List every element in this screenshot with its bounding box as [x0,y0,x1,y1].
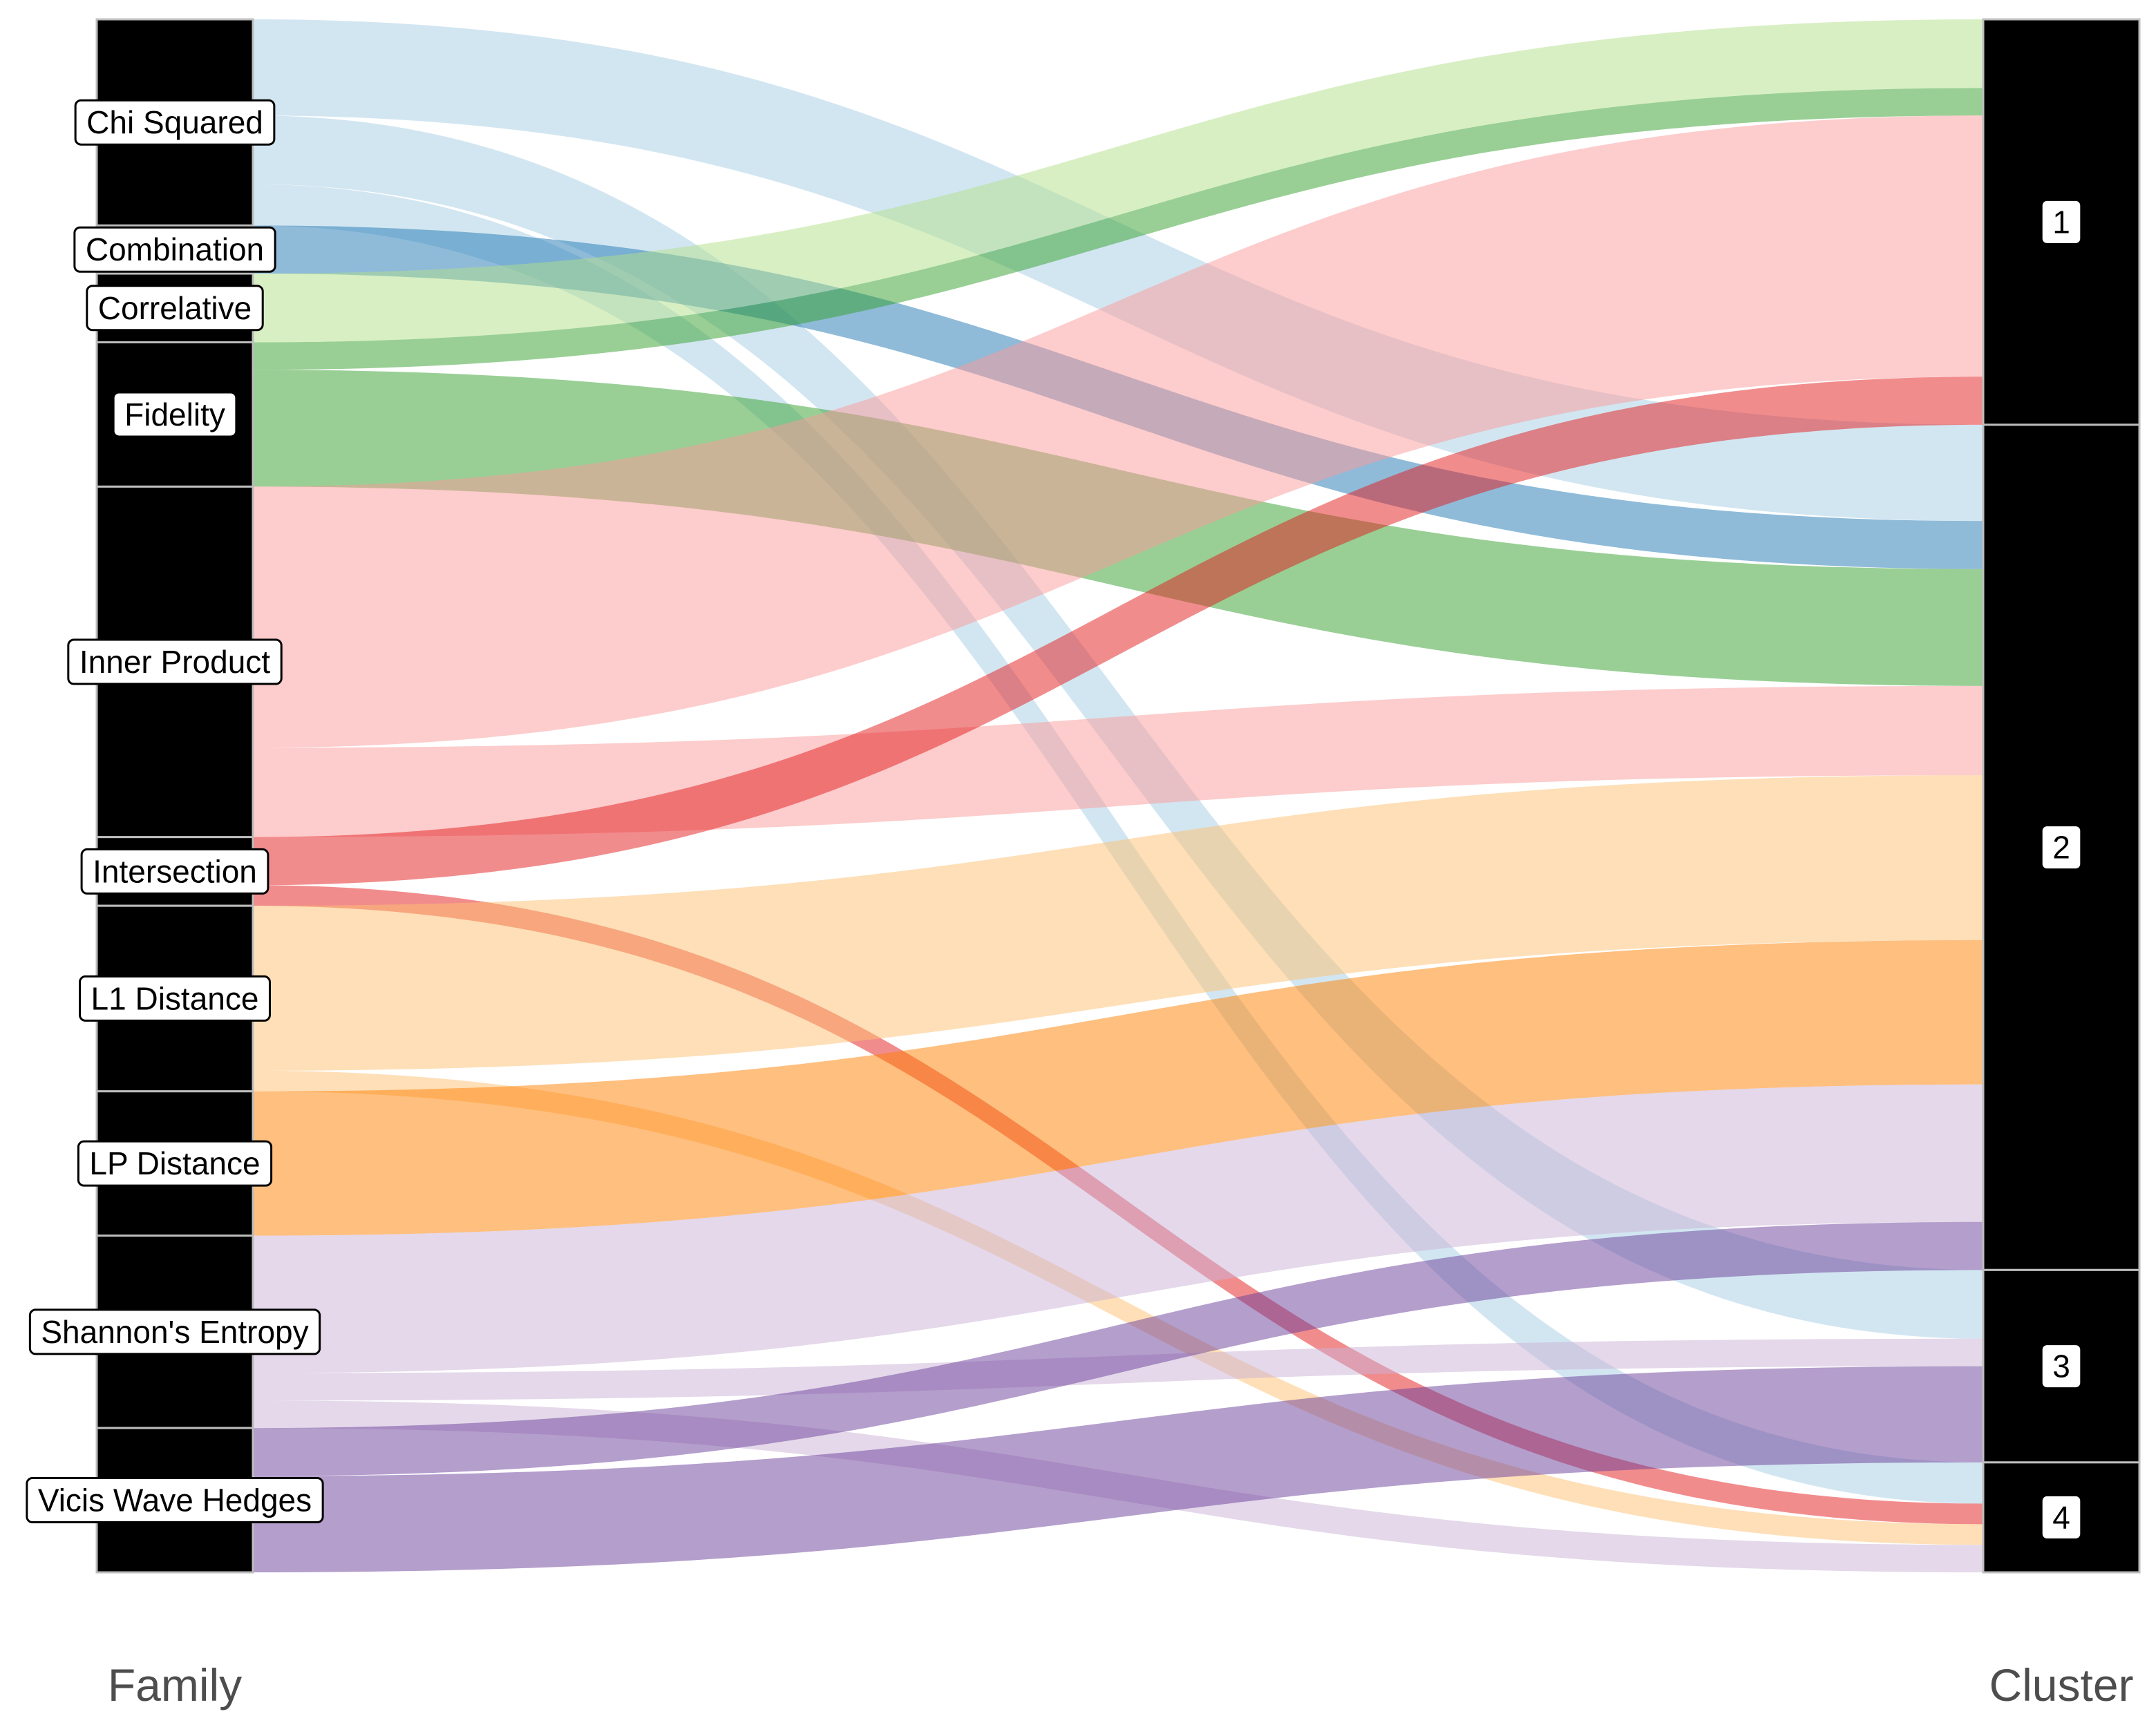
family-label-chi-squared-box [74,99,276,146]
flow-l1-distance-to-cluster-2 [253,775,1983,1071]
cluster-label-2: 2 [2040,824,2083,871]
cluster-label-1-text: 1 [2052,204,2070,240]
family-label-inner-product: Inner Product [67,638,283,685]
flow-intersection-to-cluster-1 [253,377,1983,886]
family-label-lp-distance: LP Distance [77,1140,273,1187]
family-label-vicis-wave-hedges-text: Vicis Wave Hedges [38,1483,312,1518]
family-label-inner-product-box [67,638,283,685]
family-label-vicis-wave-hedges-box [26,1477,324,1524]
family-label-chi-squared-text: Chi Squared [86,104,263,140]
axis-title-family: Family [108,1659,242,1711]
family-label-intersection: Intersection [80,848,270,895]
family-label-fidelity-box [112,391,238,438]
family-label-combination-text: Combination [86,231,264,267]
family-label-combination-box [73,226,276,273]
family-label-lp-distance-box [77,1140,273,1187]
family-label-lp-distance-text: LP Distance [89,1145,260,1181]
cluster-label-4: 4 [2040,1494,2083,1541]
family-label-shannon-s-entropy: Shannon's Entropy [28,1308,321,1355]
flow-vicis-wave-hedges-to-cluster-2 [253,1221,1983,1476]
flow-shannon-s-entropy-to-cluster-2 [253,1084,1983,1373]
family-label-intersection-box [80,848,270,895]
family-label-correlative-text: Correlative [98,290,252,326]
family-label-correlative-box [86,285,264,332]
cluster-label-2-box [2040,824,2083,871]
cluster-label-1: 1 [2040,198,2083,245]
family-label-vicis-wave-hedges: Vicis Wave Hedges [26,1477,324,1524]
labels-layer: Chi Squared Combination Correlative Fidelit… [26,99,2083,1541]
flow-correlative-to-cluster-1 [253,19,1983,343]
flow-l1-distance-to-cluster-4 [253,1070,1983,1545]
flows-layer [253,19,1983,1572]
family-label-correlative: Correlative [86,285,264,332]
family-label-chi-squared: Chi Squared [74,99,276,146]
cluster-label-3: 3 [2040,1343,2083,1390]
family-label-inner-product-text: Inner Product [79,644,270,680]
cluster-label-4-box [2040,1494,2083,1541]
axis-layer: Family Cluster [108,1659,2134,1711]
family-label-shannon-s-entropy-box [28,1308,321,1355]
flow-inner-product-to-cluster-1 [253,115,1983,748]
family-label-fidelity: Fidelity [112,391,238,438]
cluster-label-2-text: 2 [2052,830,2070,866]
axis-title-cluster: Cluster [1989,1659,2133,1711]
cluster-label-3-box [2040,1343,2083,1390]
flow-fidelity-to-cluster-1 [253,88,1983,370]
flow-lp-distance-to-cluster-2 [253,940,1983,1236]
family-label-l1-distance: L1 Distance [79,975,271,1022]
cluster-label-3-text: 3 [2052,1349,2070,1384]
family-label-fidelity-text: Fidelity [124,397,225,432]
family-label-l1-distance-text: L1 Distance [91,980,259,1016]
family-label-l1-distance-box [79,975,271,1022]
family-label-combination: Combination [73,226,276,273]
family-label-shannon-s-entropy-text: Shannon's Entropy [41,1314,308,1350]
family-label-intersection-text: Intersection [93,853,257,889]
cluster-label-4-text: 4 [2052,1499,2070,1535]
flow-vicis-wave-hedges-to-cluster-3 [253,1366,1983,1572]
cluster-label-1-box [2040,198,2083,245]
